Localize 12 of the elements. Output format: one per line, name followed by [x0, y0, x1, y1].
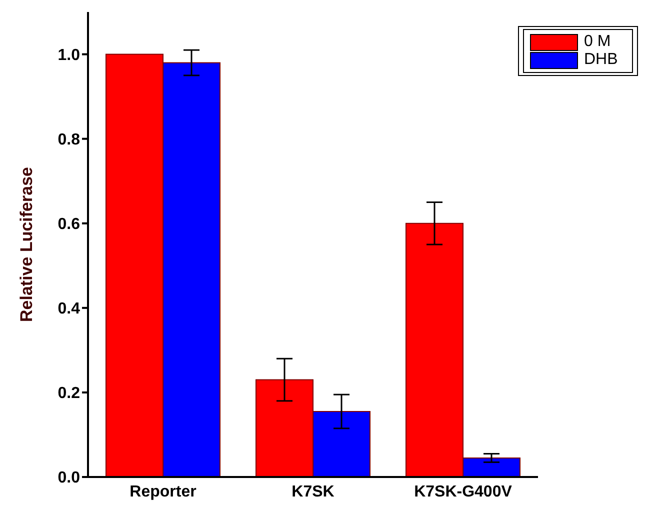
y-tick-label: 0.0: [58, 470, 80, 487]
x-tick-label: Reporter: [130, 483, 196, 500]
y-tick-label: 0.4: [58, 300, 80, 318]
legend-label: 0 M: [584, 33, 611, 51]
y-tick-label: 0.6: [58, 216, 80, 234]
y-tick-label: 0.2: [58, 385, 80, 402]
y-tick-label: 1.0: [58, 46, 80, 64]
y-tick-label: 0.8: [58, 132, 80, 148]
legend-label: DHB: [584, 51, 618, 69]
y-axis-title: Relative Luciferase: [17, 167, 36, 322]
x-tick-label: K7SK-G400V: [414, 483, 512, 500]
x-tick-label: K7SK: [292, 483, 335, 500]
